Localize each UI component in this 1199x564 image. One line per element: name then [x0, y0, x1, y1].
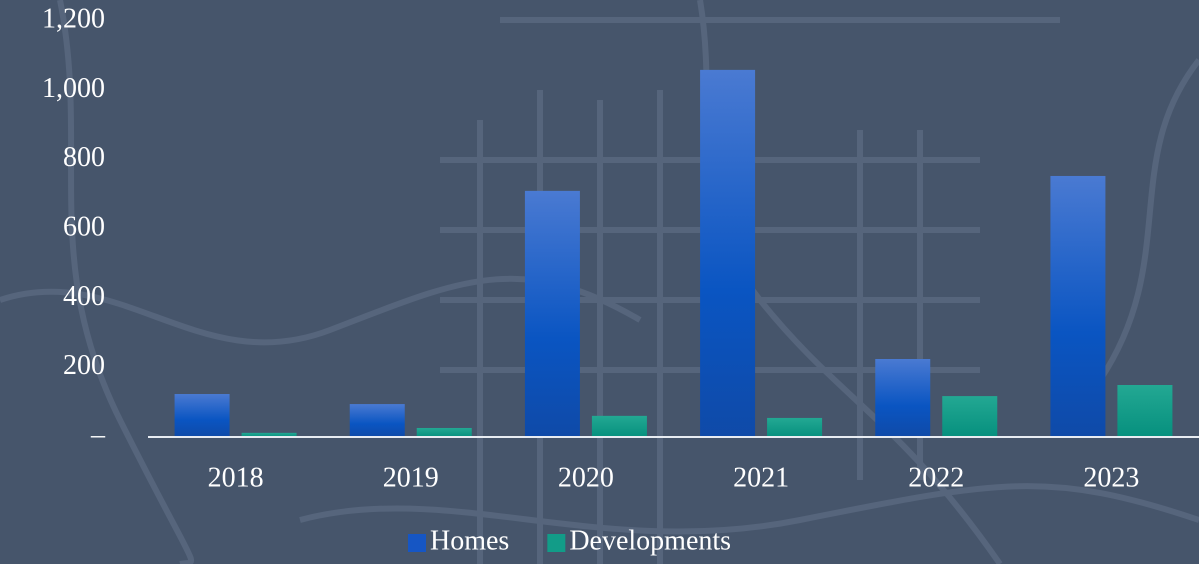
bar	[767, 417, 823, 437]
bar	[591, 415, 647, 437]
legend-swatch	[408, 534, 426, 552]
bar	[700, 69, 756, 437]
bar	[1117, 385, 1173, 437]
x-tick-label: 2021	[733, 462, 789, 493]
y-tick-label: 1,000	[42, 73, 105, 104]
x-tick-label: 2022	[908, 462, 964, 493]
bar	[416, 427, 472, 437]
bar	[942, 396, 998, 437]
x-tick-label: 2020	[558, 462, 614, 493]
bar	[174, 394, 230, 437]
y-tick-label: 200	[63, 350, 105, 381]
x-tick-label: 2019	[383, 462, 439, 493]
bar	[524, 190, 580, 437]
y-tick-label: 800	[63, 142, 105, 173]
x-tick-label: 2023	[1083, 462, 1139, 493]
y-tick-label: –	[90, 419, 106, 450]
y-tick-label: 600	[63, 211, 105, 242]
y-tick-label: 1,200	[42, 3, 105, 34]
bar	[1050, 175, 1106, 437]
legend-label: Developments	[569, 525, 731, 556]
legend-label: Homes	[430, 525, 509, 556]
bar	[875, 359, 931, 437]
y-tick-label: 400	[63, 281, 105, 312]
bar	[349, 404, 405, 437]
x-tick-label: 2018	[208, 462, 264, 493]
bar	[241, 432, 297, 437]
legend-swatch	[547, 534, 566, 552]
